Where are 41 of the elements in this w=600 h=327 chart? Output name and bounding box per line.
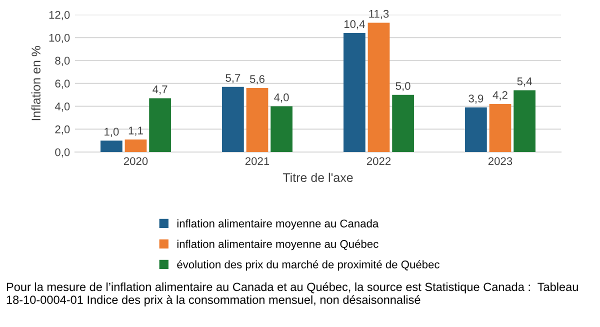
bar [246, 88, 268, 152]
x-tick-label: 2023 [488, 157, 512, 166]
legend-label: évolution des prix du marché de proximité de Québec [177, 260, 440, 271]
y-tick-label: 6,0 [55, 80, 70, 89]
bar [392, 94, 414, 152]
y-tick-label: 4,0 [54, 102, 70, 112]
y-tick-label: 8,0 [55, 56, 70, 66]
data-label: 5,4 [517, 78, 532, 87]
bar [222, 86, 244, 152]
x-tick-label: 2022 [366, 157, 391, 166]
bar [344, 33, 366, 152]
data-label: 5,6 [250, 75, 264, 84]
data-label: 11,3 [369, 10, 389, 20]
legend-label: inflation alimentaire moyenne au Québec [177, 240, 378, 250]
x-tick-label: 2020 [124, 157, 148, 166]
y-axis-title: Inflation en % [31, 46, 40, 120]
y-tick-label: 0,0 [55, 148, 70, 158]
y-tick-label: 10,0 [49, 34, 70, 44]
data-label: 5,7 [226, 74, 240, 84]
x-axis-title: Titre de l'axe [282, 172, 353, 182]
bar [368, 22, 390, 152]
bar [465, 107, 487, 152]
y-tick-label: 2,0 [55, 125, 70, 135]
data-label: 3,9 [468, 94, 484, 104]
bar [149, 98, 171, 152]
text: Pour la mesure de l’inflation alimentaire au Canada et au Québec, la source est Statistique Canada : Tableau 18-10-0004-01 Indice des prix à la consommation mensuel, non désaisonnalisé [6, 282, 578, 306]
data-label: 10,4 [344, 20, 365, 30]
y-tick-label: 12,0 [49, 10, 70, 20]
data-label: 4,2 [492, 91, 508, 100]
data-label: 4,0 [274, 93, 289, 103]
bar [489, 104, 512, 152]
data-label: 5,0 [396, 82, 410, 92]
data-label: 1,0 [104, 128, 119, 137]
bar [124, 139, 147, 152]
data-label: 1,1 [128, 126, 143, 136]
bar [100, 140, 122, 152]
bar [270, 106, 292, 152]
bar [514, 90, 536, 152]
legend-label: inflation alimentaire moyenne au Canada [177, 219, 379, 230]
x-tick-label: 2021 [245, 157, 270, 166]
data-label: 4,7 [152, 86, 168, 95]
